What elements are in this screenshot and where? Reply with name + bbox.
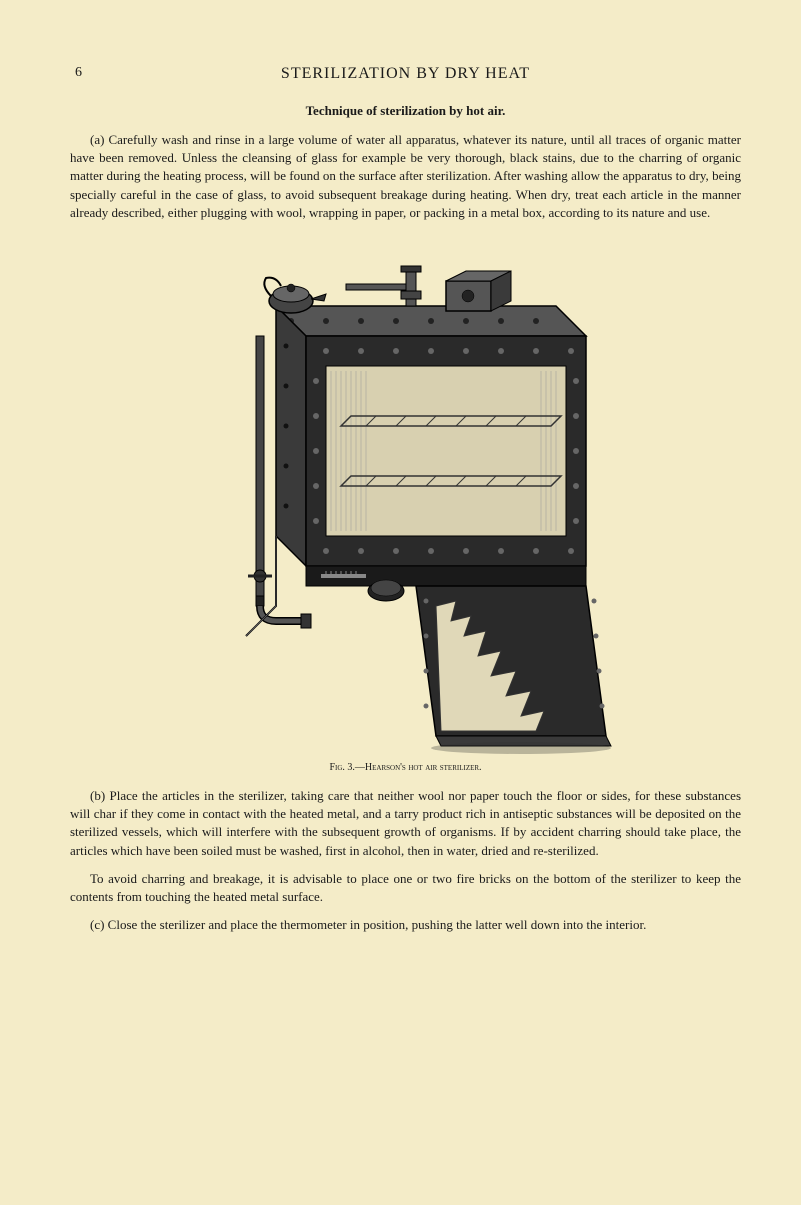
figure-container: Fig. 3.—Hearson's hot air sterilizer. [70,236,741,773]
figure-caption: Fig. 3.—Hearson's hot air sterilizer. [70,762,741,773]
paragraph-b: (b) Place the articles in the sterilizer… [70,787,741,860]
section-subtitle: Technique of sterilization by hot air. [70,103,741,119]
sterilizer-illustration [186,236,626,756]
paragraph-c: (c) Close the sterilizer and place the t… [70,916,741,934]
running-header: STERILIZATION BY DRY HEAT [70,65,741,83]
page-number: 6 [75,65,82,81]
paragraph-a: (a) Carefully wash and rinse in a large … [70,131,741,222]
paragraph-b2: To avoid charring and breakage, it is ad… [70,870,741,906]
